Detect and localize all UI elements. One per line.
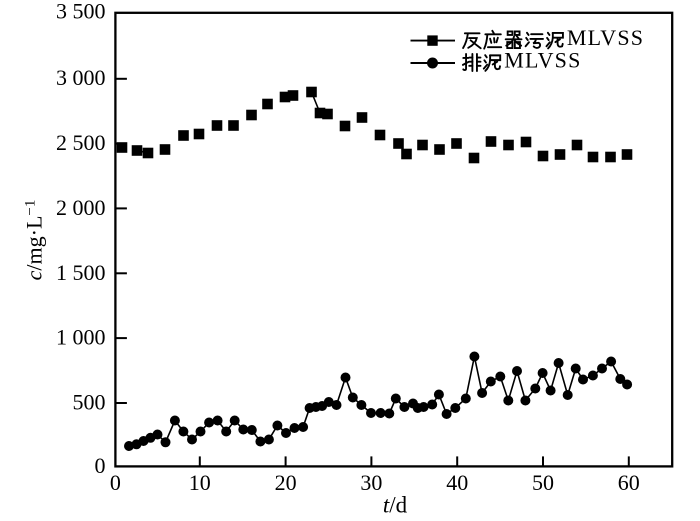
svg-text:t/d: t/d: [383, 493, 408, 518]
svg-text:40: 40: [446, 470, 468, 495]
svg-text:10: 10: [189, 470, 211, 495]
svg-text:MLVSS: MLVSS: [567, 25, 644, 50]
svg-text:500: 500: [73, 390, 106, 415]
svg-text:2 500: 2 500: [56, 130, 106, 155]
svg-text:2 000: 2 000: [56, 195, 106, 220]
svg-text:1 000: 1 000: [56, 325, 106, 350]
svg-text:1 500: 1 500: [56, 260, 106, 285]
svg-text:50: 50: [532, 470, 554, 495]
svg-text:3 000: 3 000: [56, 65, 106, 90]
svg-text:20: 20: [275, 470, 297, 495]
svg-text:3 500: 3 500: [56, 0, 106, 24]
svg-text:c/mg·L−1: c/mg·L−1: [22, 200, 47, 281]
svg-text:60: 60: [618, 470, 640, 495]
svg-text:0: 0: [95, 453, 106, 478]
svg-text:MLVSS: MLVSS: [504, 48, 581, 73]
svg-text:30: 30: [360, 470, 382, 495]
svg-text:0: 0: [110, 470, 121, 495]
